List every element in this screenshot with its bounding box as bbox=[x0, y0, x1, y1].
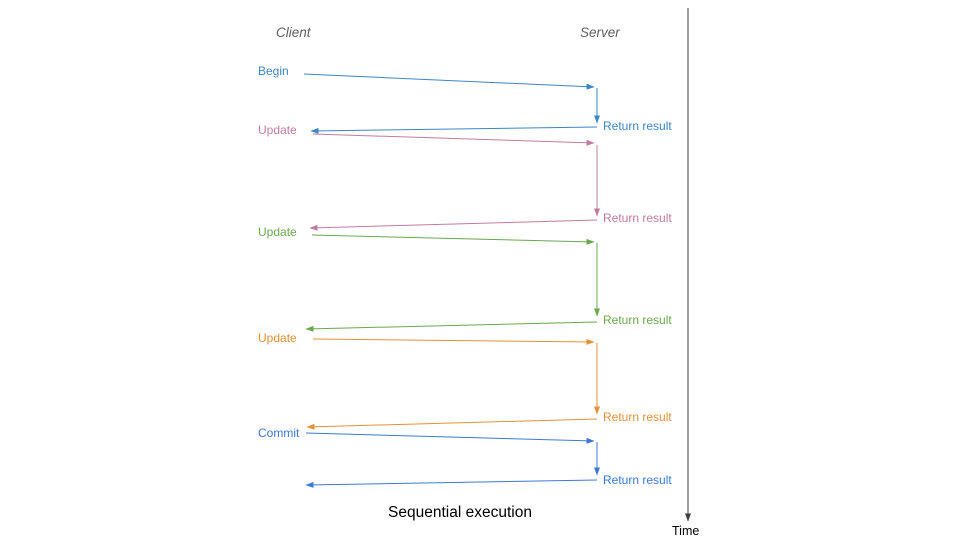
call-arrow-3 bbox=[312, 338, 595, 345]
call-arrow-1 bbox=[312, 133, 595, 146]
client-lane-header: Client bbox=[276, 25, 311, 40]
return-arrow-4 bbox=[305, 479, 598, 488]
return-arrow-0 bbox=[310, 126, 598, 134]
diagram-caption: Sequential execution bbox=[388, 504, 532, 521]
return-arrow-3 bbox=[306, 418, 598, 430]
call-arrow-4 bbox=[305, 432, 595, 444]
time-axis-label: Time bbox=[672, 524, 700, 538]
return-arrow-1 bbox=[309, 219, 598, 231]
message-arrows-group bbox=[303, 73, 600, 488]
call-arrow-0 bbox=[303, 73, 595, 90]
call-arrow-2 bbox=[311, 234, 595, 245]
return-arrow-2 bbox=[305, 321, 598, 332]
server-lane-header: Server bbox=[580, 25, 620, 40]
